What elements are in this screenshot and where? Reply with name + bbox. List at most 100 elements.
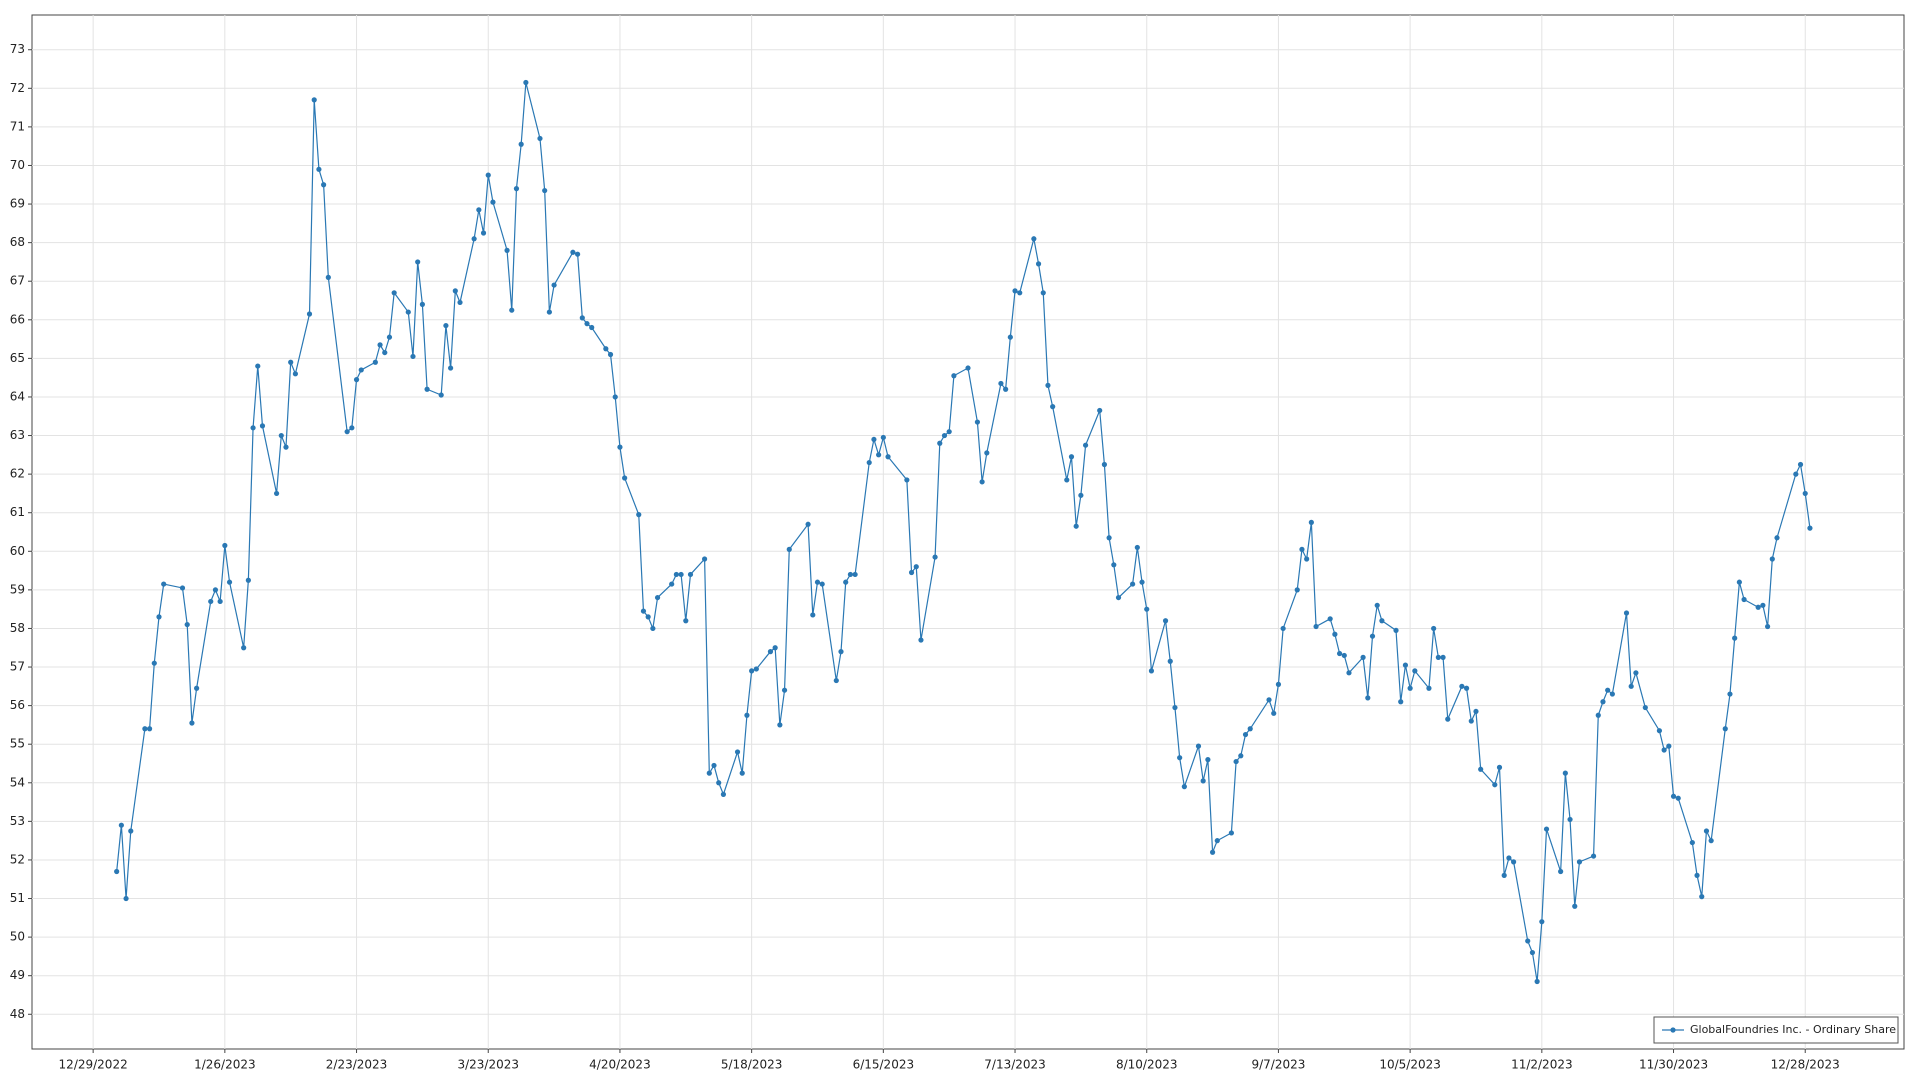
data-point xyxy=(1567,816,1573,823)
data-point xyxy=(1576,859,1583,865)
data-point xyxy=(1496,764,1503,770)
data-point xyxy=(777,722,783,728)
y-tick-label: 67 xyxy=(10,274,25,288)
data-point xyxy=(1304,556,1310,562)
data-point xyxy=(490,199,496,205)
data-point xyxy=(772,645,778,651)
data-point xyxy=(448,365,454,371)
data-point xyxy=(1407,685,1413,691)
data-point xyxy=(1492,782,1498,788)
data-point xyxy=(1172,704,1178,711)
data-point xyxy=(523,79,529,86)
data-point xyxy=(1205,757,1211,763)
data-point xyxy=(311,97,317,103)
data-point xyxy=(1539,919,1545,925)
data-point xyxy=(1412,668,1418,674)
data-point xyxy=(767,649,774,655)
data-point xyxy=(1214,838,1220,844)
data-point xyxy=(1440,654,1446,660)
data-point xyxy=(1572,903,1578,909)
data-point xyxy=(1327,616,1333,622)
data-point xyxy=(744,712,750,718)
x-tick-label: 11/2/2023 xyxy=(1511,1058,1573,1072)
data-point xyxy=(151,660,157,666)
y-tick-label: 53 xyxy=(10,814,25,828)
y-tick-label: 65 xyxy=(10,351,25,365)
data-point xyxy=(226,579,233,585)
data-point xyxy=(951,373,957,379)
x-tick-label: 4/20/2023 xyxy=(589,1058,651,1072)
data-point xyxy=(575,251,581,257)
data-point xyxy=(1144,606,1150,612)
data-point xyxy=(998,380,1004,387)
data-point xyxy=(241,645,247,651)
data-point xyxy=(245,577,251,583)
data-point xyxy=(1106,535,1112,541)
data-point xyxy=(1675,795,1681,801)
series-line xyxy=(116,82,1811,982)
data-point xyxy=(1760,602,1766,608)
data-point xyxy=(278,432,284,439)
data-point xyxy=(1064,477,1070,483)
data-point xyxy=(1332,631,1338,637)
data-point xyxy=(650,625,656,632)
data-point xyxy=(353,377,360,383)
data-point xyxy=(1727,691,1733,697)
y-tick-label: 62 xyxy=(10,467,25,481)
data-point xyxy=(1769,556,1775,562)
data-point xyxy=(128,828,134,834)
data-point xyxy=(476,207,482,213)
data-point xyxy=(1045,382,1051,388)
data-point xyxy=(1195,743,1202,749)
data-point xyxy=(781,687,788,693)
data-point xyxy=(885,454,891,460)
data-point xyxy=(1525,938,1531,944)
data-point xyxy=(880,434,886,441)
y-tick-label: 49 xyxy=(10,968,25,982)
data-point xyxy=(913,564,919,570)
data-point xyxy=(1656,728,1663,734)
data-point xyxy=(1722,726,1728,732)
data-point xyxy=(612,394,618,400)
data-point xyxy=(438,392,444,398)
data-point xyxy=(1313,623,1319,630)
data-point xyxy=(146,726,153,732)
data-point xyxy=(1275,681,1282,687)
data-point xyxy=(372,359,378,365)
data-point xyxy=(753,666,759,672)
data-point xyxy=(546,309,552,315)
data-point xyxy=(1374,602,1380,608)
data-point xyxy=(706,770,712,776)
data-point xyxy=(1035,261,1042,267)
data-point xyxy=(142,726,148,732)
data-point xyxy=(570,249,576,255)
data-point xyxy=(349,425,355,431)
data-point xyxy=(513,186,520,192)
data-point xyxy=(749,668,755,674)
data-point xyxy=(937,440,943,446)
data-point xyxy=(1605,687,1611,693)
data-point xyxy=(1280,625,1286,632)
data-point xyxy=(1130,581,1136,587)
data-point xyxy=(123,895,129,902)
data-point xyxy=(255,363,261,369)
data-point xyxy=(1802,490,1808,497)
data-point xyxy=(212,587,219,593)
data-point xyxy=(504,247,510,253)
legend-box xyxy=(1653,1016,1899,1044)
data-point xyxy=(1703,828,1710,834)
data-point xyxy=(1661,747,1667,753)
y-tick-label: 58 xyxy=(10,621,25,635)
data-point xyxy=(965,365,971,371)
data-point xyxy=(1694,872,1700,878)
y-tick-label: 50 xyxy=(10,930,25,944)
data-point xyxy=(1139,579,1145,585)
data-point xyxy=(819,581,825,587)
data-point xyxy=(325,274,331,280)
y-tick-label: 51 xyxy=(10,891,25,905)
data-point xyxy=(1642,704,1648,711)
data-point xyxy=(716,780,722,786)
y-tick-label: 52 xyxy=(10,852,25,866)
y-tick-label: 61 xyxy=(10,505,25,519)
data-point xyxy=(1162,618,1169,624)
